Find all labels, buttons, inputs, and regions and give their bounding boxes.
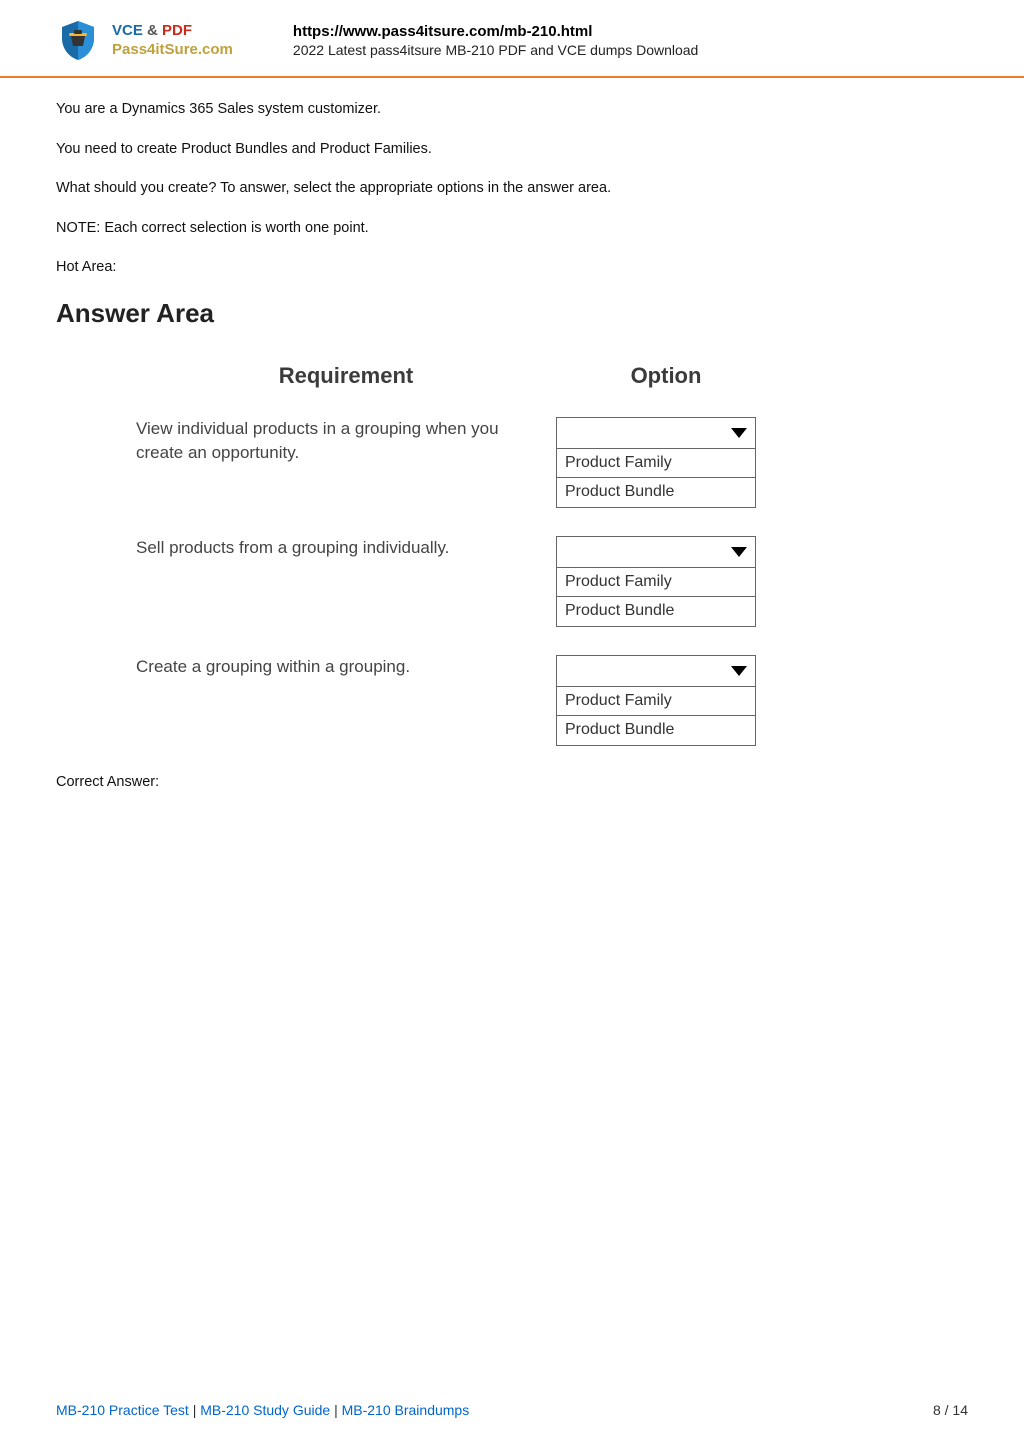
paragraph-1: You are a Dynamics 365 Sales system cust…	[56, 100, 968, 120]
footer-separator: |	[334, 1402, 342, 1418]
pdf-text: PDF	[162, 22, 192, 39]
brand-logo-icon	[56, 18, 100, 62]
requirement-text-1: View individual products in a grouping w…	[136, 417, 556, 465]
paragraph-4: NOTE: Each correct selection is worth on…	[56, 219, 968, 239]
option-dropdown-1: Product Family Product Bundle	[556, 417, 756, 508]
option-column-header: Option	[556, 363, 776, 389]
brand-name: Pass4itSure.com	[112, 41, 233, 58]
logo-text: VCE & PDF Pass4itSure.com	[112, 22, 233, 58]
footer-link-braindumps[interactable]: MB-210 Braindumps	[342, 1402, 470, 1418]
dropdown-toggle-3[interactable]	[556, 655, 756, 687]
dropdown-option-family[interactable]: Product Family	[556, 686, 756, 716]
page-number: 8 / 14	[933, 1402, 968, 1418]
header-right: https://www.pass4itsure.com/mb-210.html …	[293, 23, 698, 58]
footer-link-study-guide[interactable]: MB-210 Study Guide	[200, 1402, 330, 1418]
requirement-column-header: Requirement	[136, 363, 556, 389]
vce-pdf-label: VCE & PDF	[112, 22, 233, 39]
requirement-table: Requirement Option View individual produ…	[136, 363, 836, 746]
table-header-row: Requirement Option	[136, 363, 836, 389]
table-row: Create a grouping within a grouping. Pro…	[136, 655, 836, 746]
logo-block: VCE & PDF Pass4itSure.com	[56, 18, 233, 62]
dropdown-toggle-1[interactable]	[556, 417, 756, 449]
main-content: You are a Dynamics 365 Sales system cust…	[0, 78, 1024, 790]
correct-answer-label: Correct Answer:	[56, 774, 968, 790]
option-dropdown-3: Product Family Product Bundle	[556, 655, 756, 746]
vce-text: VCE	[112, 22, 143, 39]
answer-area-heading: Answer Area	[56, 298, 968, 329]
chevron-down-icon	[729, 664, 749, 678]
dropdown-option-family[interactable]: Product Family	[556, 448, 756, 478]
page-footer: MB-210 Practice Test | MB-210 Study Guid…	[56, 1402, 968, 1418]
dropdown-option-bundle[interactable]: Product Bundle	[556, 478, 756, 508]
header-subtitle: 2022 Latest pass4itsure MB-210 PDF and V…	[293, 42, 698, 58]
dropdown-option-family[interactable]: Product Family	[556, 567, 756, 597]
option-dropdown-2: Product Family Product Bundle	[556, 536, 756, 627]
paragraph-5: Hot Area:	[56, 258, 968, 278]
header-url: https://www.pass4itsure.com/mb-210.html	[293, 23, 698, 40]
footer-link-practice-test[interactable]: MB-210 Practice Test	[56, 1402, 189, 1418]
table-row: Sell products from a grouping individual…	[136, 536, 836, 627]
paragraph-2: You need to create Product Bundles and P…	[56, 140, 968, 160]
paragraph-3: What should you create? To answer, selec…	[56, 179, 968, 199]
table-row: View individual products in a grouping w…	[136, 417, 836, 508]
dropdown-toggle-2[interactable]	[556, 536, 756, 568]
amp-text: &	[147, 22, 158, 39]
dropdown-option-bundle[interactable]: Product Bundle	[556, 597, 756, 627]
dropdown-option-bundle[interactable]: Product Bundle	[556, 716, 756, 746]
page-header: VCE & PDF Pass4itSure.com https://www.pa…	[0, 0, 1024, 78]
chevron-down-icon	[729, 545, 749, 559]
requirement-text-3: Create a grouping within a grouping.	[136, 655, 556, 679]
requirement-text-2: Sell products from a grouping individual…	[136, 536, 556, 560]
footer-links: MB-210 Practice Test | MB-210 Study Guid…	[56, 1402, 469, 1418]
chevron-down-icon	[729, 426, 749, 440]
